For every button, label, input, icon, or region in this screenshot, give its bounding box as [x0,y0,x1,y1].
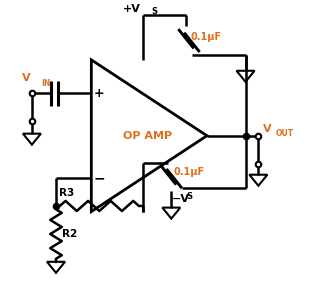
Text: S: S [186,192,192,201]
Text: R2: R2 [63,229,78,239]
Text: +V: +V [123,3,141,13]
Text: OUT: OUT [276,129,294,138]
Text: IN: IN [41,80,50,88]
Text: OP AMP: OP AMP [123,131,172,141]
Text: 0.1μF: 0.1μF [173,167,204,177]
Text: V: V [263,124,272,134]
Text: V: V [22,73,30,83]
Text: R3: R3 [59,188,75,198]
Text: −: − [94,171,105,185]
Text: −V: −V [172,194,190,204]
Text: +: + [94,87,105,100]
Text: 0.1μF: 0.1μF [191,32,222,42]
Text: S: S [152,7,158,16]
